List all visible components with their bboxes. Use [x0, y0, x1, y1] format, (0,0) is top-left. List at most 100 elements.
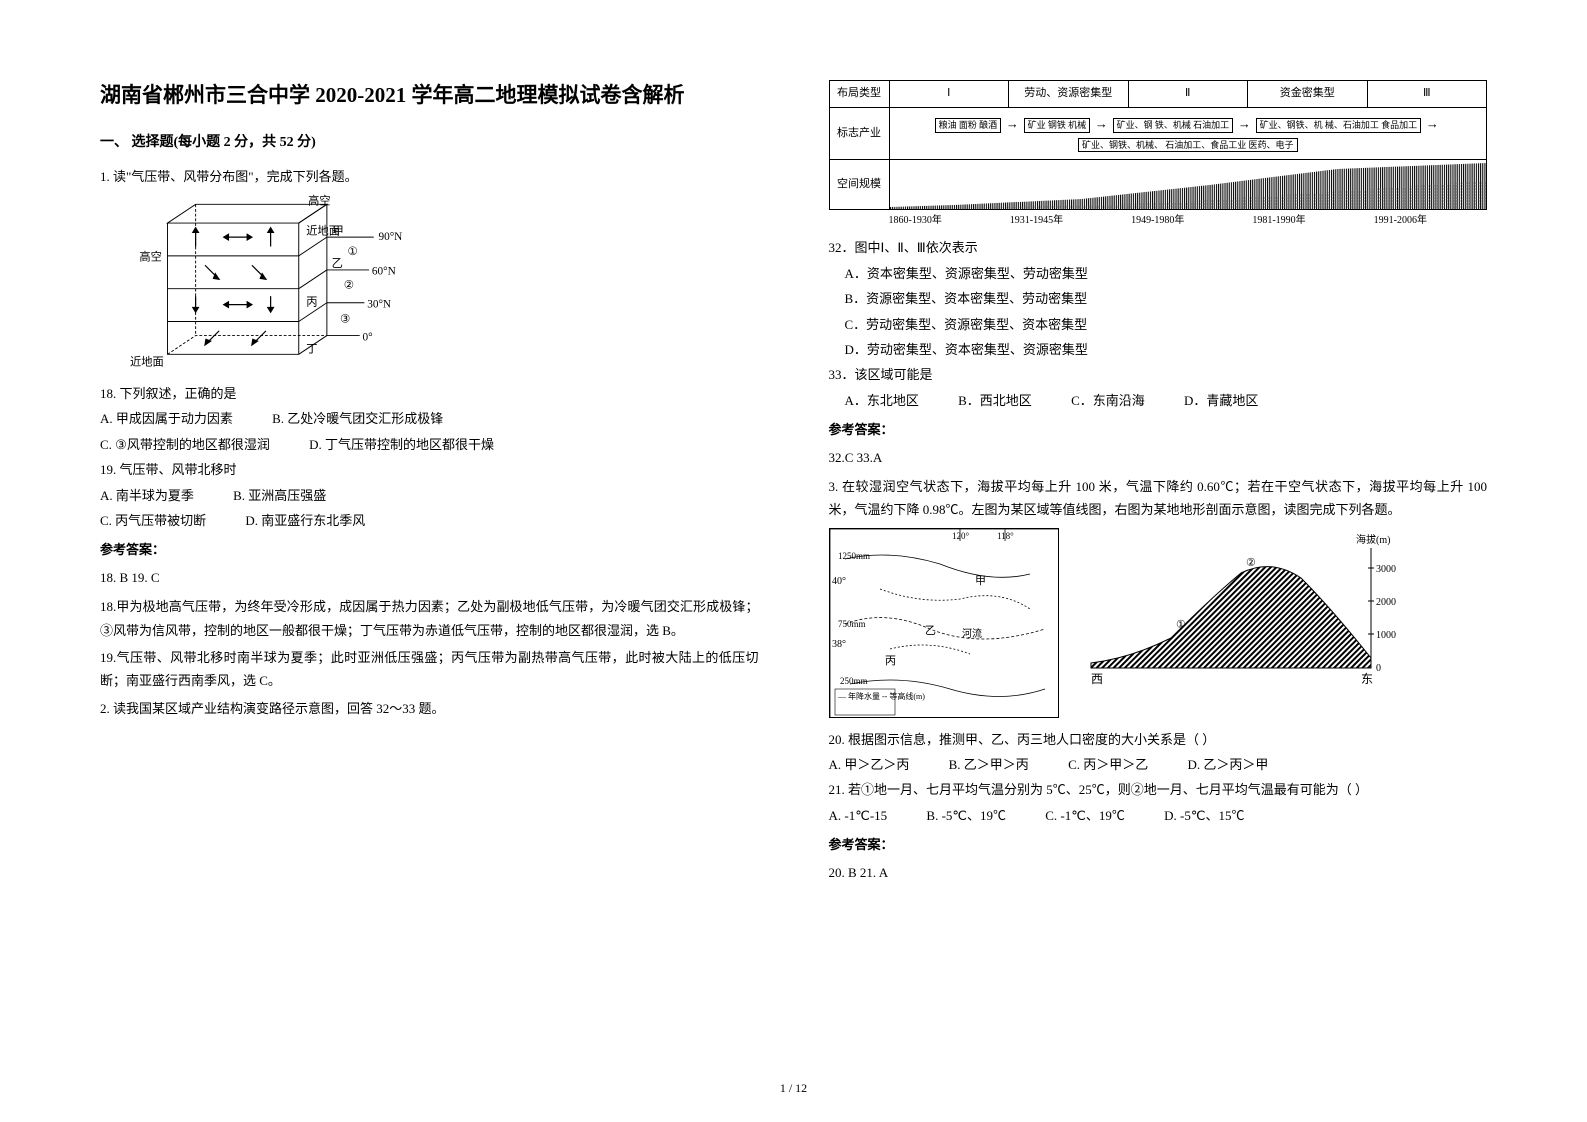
q33-stem: 33．该区域可能是 [829, 363, 1488, 386]
svg-text:750mm: 750mm [838, 619, 866, 629]
q21-opts: A. -1℃-15 B. -5℃、19℃ C. -1℃、19℃ D. -5℃、1… [829, 804, 1488, 827]
q20-c: C. 丙＞甲＞乙 [1068, 757, 1148, 772]
pressure-belt-diagram: 高空 近地面 甲 乙 丙 丁 高空 近地面 90°N 60°N 30°N 0° … [130, 194, 430, 374]
q32-b: B．资源密集型、资本密集型、劳动密集型 [829, 287, 1488, 310]
q32-stem: 32．图中Ⅰ、Ⅱ、Ⅲ依次表示 [829, 236, 1488, 259]
table-row: 空间规模 [829, 160, 1487, 210]
cell-II: Ⅱ [1128, 81, 1248, 108]
year-2: 1949-1980年 [1131, 212, 1184, 230]
svg-text:①: ① [1176, 619, 1186, 631]
q19-stem: 19. 气压带、风带北移时 [100, 458, 759, 481]
table-row: 标志产业 粮油 面粉 酿酒 → 矿业 钢铁 机械 → 矿业、钢 铁、机械 石油加… [829, 107, 1487, 160]
q18-opts-ab: A. 甲成因属于动力因素 B. 乙处冷暖气团交汇形成极锋 [100, 407, 759, 430]
ind-box-4: 矿业、钢铁、机械、 石油加工、食品工业 医药、电子 [1078, 138, 1298, 153]
svg-text:丙: 丙 [885, 655, 896, 667]
q19-opts-cd: C. 丙气压带被切断 D. 南亚盛行东北季风 [100, 509, 759, 532]
q21-stem: 21. 若①地一月、七月平均气温分别为 5℃、25℃，则②地一月、七月平均气温最… [829, 778, 1488, 801]
lat-30: 30°N [367, 299, 391, 311]
label-ding: 丁 [306, 344, 317, 356]
row2-label: 标志产业 [829, 107, 889, 160]
answers-heading-2: 参考答案： [829, 418, 1488, 441]
svg-text:40°: 40° [832, 576, 846, 587]
svg-text:0: 0 [1376, 663, 1381, 674]
right-column: 布局类型 Ⅰ 劳动、资源密集型 Ⅱ 资金密集型 Ⅲ 标志产业 粮油 面粉 酿酒 … [829, 80, 1488, 890]
q18-a: A. 甲成因属于动力因素 [100, 411, 233, 426]
doc-title: 湖南省郴州市三合中学 2020-2021 学年高二地理模拟试卷含解析 [100, 80, 759, 112]
svg-text:乙: 乙 [925, 624, 936, 637]
profile-chart: 海拔(m) 3000 2000 1000 0 西 东 ① ② [1071, 528, 1401, 688]
ind-box-1: 矿业 钢铁 机械 [1024, 118, 1091, 133]
circle-2: ② [344, 280, 354, 292]
arrow-icon: → [1093, 116, 1110, 131]
q1-stem: 1. 读"气压带、风带分布图"，完成下列各题。 [100, 165, 759, 188]
industry-layout-table: 布局类型 Ⅰ 劳动、资源密集型 Ⅱ 资金密集型 Ⅲ 标志产业 粮油 面粉 酿酒 … [829, 80, 1488, 210]
q21-a: A. -1℃-15 [829, 808, 888, 823]
explain-19: 19.气压带、风带北移时南半球为夏季；此时亚洲低压强盛；丙气压带为副热带高气压带… [100, 646, 759, 693]
label-bing: 丙 [306, 297, 317, 309]
lat-0: 0° [363, 331, 373, 343]
label-high2: 高空 [139, 250, 162, 264]
svg-text:海拔(m): 海拔(m) [1356, 533, 1390, 546]
svg-text:118°: 118° [997, 531, 1014, 541]
ans-20-21: 20. B 21. A [829, 861, 1488, 884]
q33-a: A．东北地区 [845, 393, 919, 408]
circle-3: ③ [340, 314, 350, 326]
q33-opts: A．东北地区 B．西北地区 C．东南沿海 D．青藏地区 [829, 389, 1488, 412]
q18-d: D. 丁气压带控制的地区都很干燥 [309, 437, 494, 452]
q19-d: D. 南亚盛行东北季风 [245, 513, 365, 528]
svg-text:1000: 1000 [1376, 630, 1396, 641]
spatial-scale-chart [890, 161, 1487, 209]
q20-opts: A. 甲＞乙＞丙 B. 乙＞甲＞丙 C. 丙＞甲＞乙 D. 乙＞丙＞甲 [829, 753, 1488, 776]
svg-text:东: 东 [1361, 672, 1373, 686]
cell-I: Ⅰ [889, 81, 1009, 108]
arrow-icon: → [1236, 116, 1253, 131]
label-jia: 甲 [333, 225, 344, 237]
svg-text:1250mm: 1250mm [838, 551, 870, 561]
circle-1: ① [348, 246, 358, 258]
q2-stem: 2. 读我国某区域产业结构演变路径示意图，回答 32～33 题。 [100, 697, 759, 720]
svg-text:3000: 3000 [1376, 564, 1396, 575]
svg-text:120°: 120° [952, 531, 970, 541]
section-heading: 一、 选择题(每小题 2 分，共 52 分) [100, 130, 759, 155]
year-4: 1991-2006年 [1374, 212, 1427, 230]
q3-stem: 3. 在较湿润空气状态下，海拔平均每上升 100 米，气温下降约 0.60℃；若… [829, 475, 1488, 522]
label-yi: 乙 [332, 257, 343, 270]
q19-b: B. 亚洲高压强盛 [233, 488, 326, 503]
q20-b: B. 乙＞甲＞丙 [949, 757, 1029, 772]
year-axis: 1860-1930年 1931-1945年 1949-1980年 1981-19… [829, 210, 1488, 230]
q32-a: A．资本密集型、资源密集型、劳动密集型 [829, 262, 1488, 285]
q18-opts-cd: C. ③风带控制的地区都很湿润 D. 丁气压带控制的地区都很干燥 [100, 433, 759, 456]
q18-stem: 18. 下列叙述，正确的是 [100, 382, 759, 405]
q20-d: D. 乙＞丙＞甲 [1187, 757, 1268, 772]
svg-text:②: ② [1246, 557, 1256, 569]
q32-c: C．劳动密集型、资源密集型、资本密集型 [829, 313, 1488, 336]
q19-a: A. 南半球为夏季 [100, 488, 194, 503]
label-surface2: 近地面 [130, 356, 164, 369]
svg-text:2000: 2000 [1376, 597, 1396, 608]
page-footer: 1 / 12 [0, 1078, 1587, 1100]
maps-wrap: 120° 118° 1250mm 750mm 250mm 40° 38° 甲 乙… [829, 528, 1488, 718]
q33-c: C．东南沿海 [1071, 393, 1145, 408]
cell-III: Ⅲ [1367, 81, 1487, 108]
q32-d: D．劳动密集型、资本密集型、资源密集型 [829, 338, 1488, 361]
answers-heading-1: 参考答案： [100, 538, 759, 561]
q19-opts-ab: A. 南半球为夏季 B. 亚洲高压强盛 [100, 484, 759, 507]
layout-table-wrap: 布局类型 Ⅰ 劳动、资源密集型 Ⅱ 资金密集型 Ⅲ 标志产业 粮油 面粉 酿酒 … [829, 80, 1488, 230]
svg-text:河流: 河流 [962, 627, 982, 640]
answers-heading-3: 参考答案： [829, 833, 1488, 856]
q33-b: B．西北地区 [958, 393, 1032, 408]
svg-text:— 年降水量 -- 等高线(m): — 年降水量 -- 等高线(m) [837, 691, 925, 701]
q21-b: B. -5℃、19℃ [926, 808, 1006, 823]
q33-d: D．青藏地区 [1184, 393, 1258, 408]
q20-stem: 20. 根据图示信息，推测甲、乙、丙三地人口密度的大小关系是（ ） [829, 728, 1488, 751]
q21-d: D. -5℃、15℃ [1164, 808, 1244, 823]
row2-content: 粮油 面粉 酿酒 → 矿业 钢铁 机械 → 矿业、钢 铁、机械 石油加工 → 矿… [889, 107, 1487, 160]
contour-map: 120° 118° 1250mm 750mm 250mm 40° 38° 甲 乙… [829, 528, 1059, 718]
q18-b: B. 乙处冷暖气团交汇形成极锋 [272, 411, 443, 426]
cell-labor-res: 劳动、资源密集型 [1009, 81, 1129, 108]
ans-18-19: 18. B 19. C [100, 566, 759, 589]
cell-capital: 资金密集型 [1248, 81, 1368, 108]
q21-c: C. -1℃、19℃ [1045, 808, 1125, 823]
row1-label: 布局类型 [829, 81, 889, 108]
left-column: 湖南省郴州市三合中学 2020-2021 学年高二地理模拟试卷含解析 一、 选择… [100, 80, 759, 890]
